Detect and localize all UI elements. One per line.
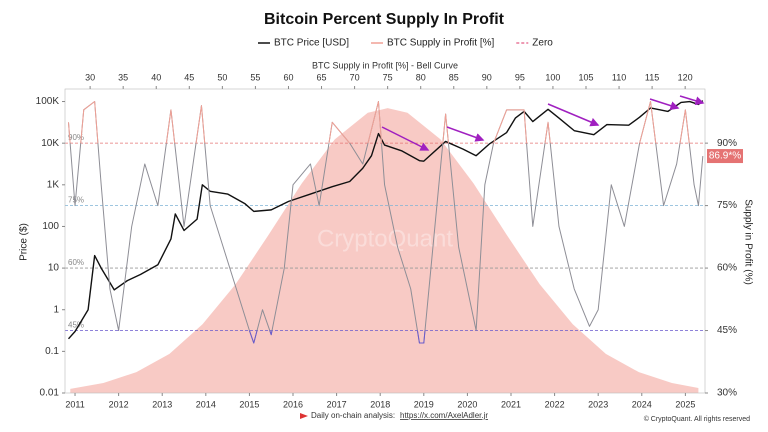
x2-tick-label: 65 [317,72,327,82]
x-tick-label: 2023 [588,399,608,409]
last-value-label: 86.9*% [709,151,741,162]
x-tick-label: 2014 [196,399,216,409]
x-tick-label: 2025 [675,399,695,409]
profit-line [67,100,704,344]
y-tick-label: 100 [42,221,59,232]
arrow [547,103,600,127]
x2-tick-label: 105 [578,72,593,82]
x-tick-label: 2018 [370,399,390,409]
x-tick-label: 2011 [65,399,84,409]
x-tick-label: 2015 [239,399,259,409]
y-tick-label: 0.01 [40,388,60,399]
arrow [679,95,705,106]
x2-tick-label: 40 [151,72,161,82]
x2-tick-label: 95 [515,72,525,82]
footer-text: Daily on-chain analysis: [311,411,395,420]
x-tick-label: 2013 [152,399,172,409]
x2-tick-label: 85 [449,72,459,82]
x-tick-label: 2017 [327,399,347,409]
x2-tick-label: 90 [482,72,492,82]
y-tick-label: 10K [41,138,59,149]
top-axis-title: BTC Supply in Profit [%] - Bell Curve [312,60,458,70]
y-tick-label: 100K [36,96,60,107]
y-axis-title: Price ($) [19,223,30,261]
x2-tick-label: 55 [250,72,260,82]
legend-label: BTC Price [USD] [274,38,349,49]
x-tick-label: 2022 [545,399,565,409]
x2-tick-label: 60 [283,72,293,82]
y-tick-label: 10 [48,263,60,274]
reference-label: 45% [68,321,84,330]
y2-axis-title: Supply in Profit (%) [742,199,753,285]
y-tick-label: 0.1 [45,346,59,357]
x2-tick-label: 120 [678,72,693,82]
y2-tick-label: 75% [717,200,737,211]
plot-area: CryptoQuant 90% 75% 60% 45% 2011 2012 2013 2014 2… [36,72,743,409]
x2-tick-label: 30 [85,72,95,82]
y-tick-label: 1 [53,304,59,315]
x2-tick-label: 45 [184,72,194,82]
last-value-box [707,149,743,164]
reference-label: 60% [68,258,84,267]
x-tick-label: 2020 [457,399,477,409]
watermark: CryptoQuant [317,225,453,252]
y2-tick-label: 45% [717,325,737,336]
reference-label: 90% [68,133,84,142]
x-tick-label: 2021 [501,399,521,409]
legend-label: Zero [532,38,553,49]
x-tick-label: 2016 [283,399,303,409]
arrow [381,126,430,151]
footer-link[interactable]: https://x.com/AxelAdler.jr [400,411,488,420]
annotation-arrows [381,95,705,151]
arrow [446,126,485,142]
y2-tick-label: 30% [717,388,737,399]
y2-tick-label: 60% [717,263,737,274]
footer-icon [300,413,308,419]
copyright: © CryptoQuant. All rights reserved [644,415,750,423]
arrow [649,98,680,110]
x2-tick-label: 70 [350,72,360,82]
x2-tick-label: 50 [217,72,227,82]
x2-tick-label: 80 [416,72,426,82]
x-tick-label: 2019 [414,399,434,409]
bell-curve-area [70,108,699,394]
x2-tick-label: 115 [645,72,659,82]
x2-tick-label: 75 [383,72,393,82]
x2-tick-label: 110 [612,72,626,82]
x2-tick-label: 35 [118,72,128,82]
x-tick-label: 2012 [109,399,129,409]
chart-title: Bitcoin Percent Supply In Profit [264,11,505,28]
x-tick-label: 2024 [632,399,652,409]
y2-tick-label: 90% [717,138,737,149]
legend: BTC Price [USD] BTC Supply in Profit [%] Z… [258,38,553,49]
price-line [67,100,704,340]
x2-tick-label: 100 [545,72,560,82]
plot-frame [64,88,706,394]
y-tick-label: 1K [47,179,60,190]
legend-label: BTC Supply in Profit [%] [387,38,494,49]
footer-link-text[interactable]: https://x.com/AxelAdler.jr [400,411,488,420]
